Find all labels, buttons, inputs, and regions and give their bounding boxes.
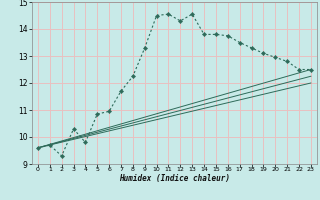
X-axis label: Humidex (Indice chaleur): Humidex (Indice chaleur) bbox=[119, 174, 230, 183]
